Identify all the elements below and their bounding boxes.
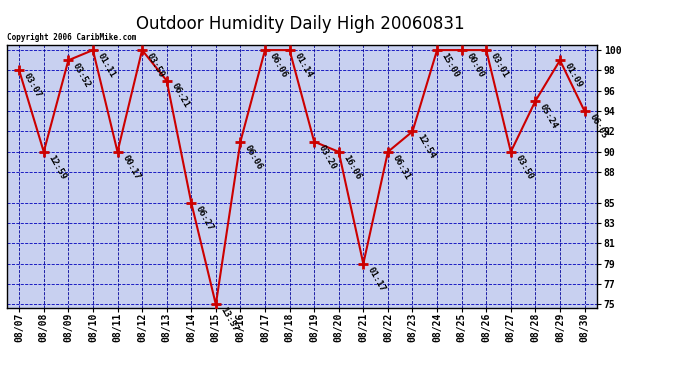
Text: 03:50: 03:50: [513, 153, 535, 181]
Text: 15:00: 15:00: [440, 51, 461, 79]
Text: 01:09: 01:09: [563, 62, 584, 89]
Text: 03:01: 03:01: [489, 51, 510, 79]
Text: 03:50: 03:50: [145, 51, 166, 79]
Text: 06:31: 06:31: [391, 153, 412, 181]
Text: 03:52: 03:52: [71, 62, 92, 89]
Text: Outdoor Humidity Daily High 20060831: Outdoor Humidity Daily High 20060831: [136, 15, 464, 33]
Text: 16:06: 16:06: [342, 153, 363, 181]
Text: 01:14: 01:14: [293, 51, 313, 79]
Text: 06:06: 06:06: [243, 143, 264, 171]
Text: 06:27: 06:27: [194, 204, 215, 232]
Text: 06:21: 06:21: [170, 82, 190, 110]
Text: 01:17: 01:17: [366, 265, 387, 293]
Text: Copyright 2006 CaribMike.com: Copyright 2006 CaribMike.com: [7, 33, 137, 42]
Text: 05:24: 05:24: [538, 102, 560, 130]
Text: 03:07: 03:07: [22, 72, 43, 100]
Text: 12:54: 12:54: [415, 133, 437, 160]
Text: 13:57: 13:57: [219, 306, 240, 334]
Text: 12:59: 12:59: [46, 153, 68, 181]
Text: 06:06: 06:06: [268, 51, 289, 79]
Text: 06:05: 06:05: [587, 112, 609, 140]
Text: 01:11: 01:11: [96, 51, 117, 79]
Text: 00:00: 00:00: [464, 51, 486, 79]
Text: 00:17: 00:17: [120, 153, 141, 181]
Text: 03:20: 03:20: [317, 143, 338, 171]
